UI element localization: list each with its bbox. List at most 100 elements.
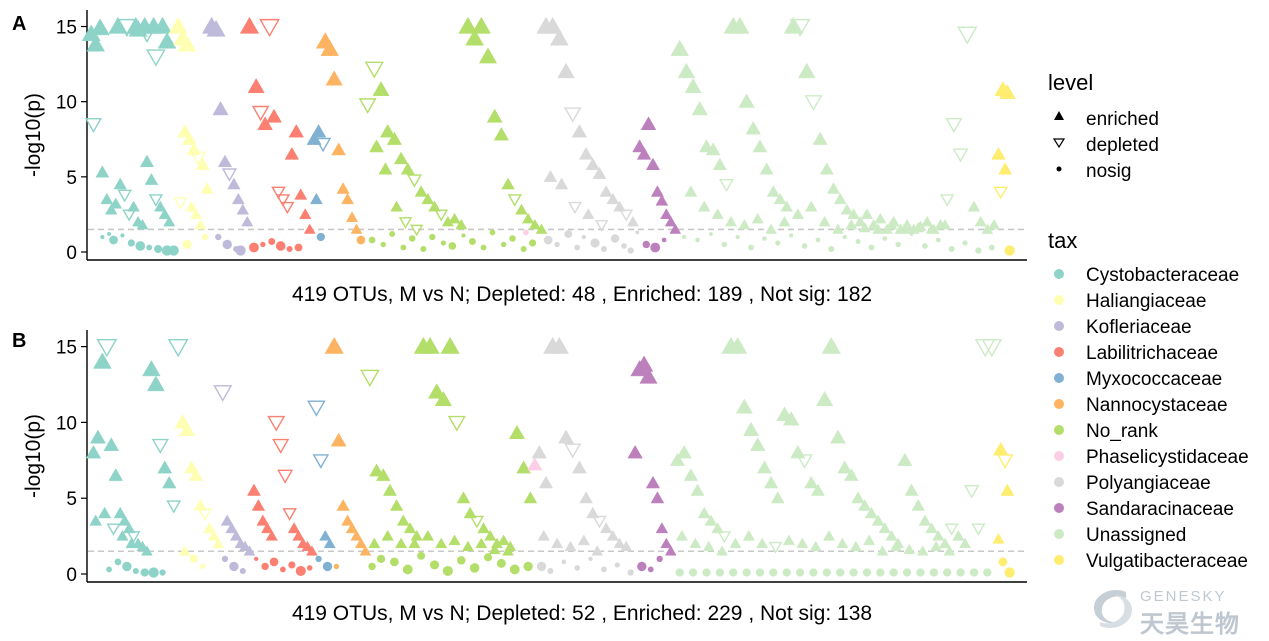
enriched-point bbox=[815, 390, 834, 407]
nosig-point bbox=[109, 235, 118, 245]
enriched-point bbox=[830, 429, 846, 444]
enriched-point bbox=[639, 367, 658, 384]
depleted-point bbox=[469, 515, 485, 529]
enriched-point bbox=[684, 78, 702, 93]
nosig-point bbox=[440, 240, 447, 246]
enriched-point bbox=[704, 514, 718, 526]
enriched-point bbox=[752, 139, 768, 153]
enriched-point bbox=[261, 522, 274, 534]
enriched-point bbox=[212, 537, 225, 549]
enriched-point bbox=[225, 522, 238, 534]
depleted-point bbox=[173, 197, 188, 210]
depleted-point bbox=[957, 26, 978, 45]
enriched-point bbox=[217, 154, 233, 168]
enriched-point bbox=[331, 142, 346, 156]
nosig-point bbox=[998, 557, 1008, 567]
legend-swatch bbox=[1054, 477, 1064, 487]
legend-tax-label: Cystobacteraceae bbox=[1086, 265, 1239, 286]
enriched-point bbox=[320, 39, 339, 56]
nosig-point bbox=[661, 237, 667, 243]
enriched-point bbox=[585, 157, 600, 171]
enriched-point bbox=[925, 522, 938, 534]
enriched-point bbox=[382, 483, 397, 496]
nosig-point bbox=[748, 244, 754, 251]
enriched-point bbox=[284, 146, 300, 160]
enriched-point bbox=[836, 537, 849, 549]
depleted-point bbox=[768, 541, 783, 554]
enriched-point bbox=[369, 139, 384, 153]
enriched-point bbox=[660, 537, 673, 549]
depleted-point bbox=[717, 531, 732, 544]
enriched-point bbox=[319, 529, 332, 541]
y-tick-label: 10 bbox=[56, 93, 77, 114]
nosig-point bbox=[922, 243, 928, 249]
points-b bbox=[85, 336, 1015, 578]
enriched-point bbox=[582, 208, 595, 219]
enriched-point bbox=[899, 223, 911, 234]
enriched-point bbox=[206, 19, 226, 37]
nosig-point bbox=[489, 229, 496, 236]
enriched-point bbox=[878, 522, 892, 534]
enriched-point bbox=[256, 514, 270, 526]
enriched-point bbox=[797, 62, 816, 79]
depleted-point bbox=[567, 201, 582, 215]
enriched-point bbox=[359, 545, 372, 556]
enriched-point bbox=[303, 223, 316, 234]
enriched-point bbox=[139, 154, 155, 168]
enriched-point bbox=[158, 208, 171, 219]
depleted-point bbox=[592, 515, 607, 529]
nosig-point bbox=[286, 245, 293, 253]
enriched-point bbox=[448, 534, 461, 546]
enriched-point bbox=[203, 522, 216, 534]
depleted-point bbox=[358, 98, 377, 114]
nosig-point bbox=[316, 232, 325, 242]
nosig-point bbox=[695, 237, 700, 243]
enriched-point bbox=[207, 529, 220, 541]
enriched-point bbox=[606, 529, 619, 541]
enriched-point bbox=[874, 212, 887, 224]
nosig-point bbox=[637, 561, 647, 572]
depleted-point bbox=[406, 174, 423, 188]
nosig-point bbox=[322, 561, 333, 572]
enriched-point bbox=[773, 192, 787, 205]
enriched-point bbox=[251, 499, 266, 511]
enriched-point bbox=[162, 475, 177, 489]
enriched-point bbox=[247, 78, 265, 93]
enriched-point bbox=[689, 537, 702, 549]
nosig-point bbox=[215, 233, 222, 241]
enriched-point bbox=[992, 532, 1005, 544]
enriched-point bbox=[220, 514, 234, 526]
enriched-point bbox=[428, 200, 441, 212]
depleted-point bbox=[221, 168, 238, 182]
enriched-point bbox=[871, 514, 885, 526]
nosig-point bbox=[122, 561, 132, 572]
enriched-point bbox=[195, 157, 210, 171]
enriched-point bbox=[127, 200, 140, 212]
depleted-point bbox=[151, 438, 169, 454]
enriched-point bbox=[897, 452, 913, 466]
nosig-point bbox=[239, 567, 246, 574]
enriched-point bbox=[780, 200, 793, 212]
nosig-point bbox=[983, 568, 992, 577]
y-tick-label: 5 bbox=[66, 489, 77, 510]
enriched-point bbox=[189, 208, 203, 219]
enriched-point bbox=[925, 223, 938, 234]
enriched-point bbox=[974, 215, 987, 227]
nosig-point bbox=[402, 564, 413, 575]
nosig-point bbox=[249, 242, 259, 253]
enriched-point bbox=[341, 192, 354, 205]
enriched-point bbox=[613, 200, 626, 212]
enriched-point bbox=[863, 534, 876, 546]
depleted-point bbox=[280, 201, 295, 215]
nosig-point bbox=[315, 555, 322, 562]
enriched-point bbox=[759, 162, 774, 175]
depleted-triangle-icon bbox=[1052, 138, 1066, 149]
nosig-point bbox=[782, 568, 791, 577]
nosig-point bbox=[127, 239, 135, 247]
enriched-point bbox=[804, 200, 818, 212]
nosig-point bbox=[842, 234, 847, 240]
enriched-point bbox=[486, 108, 503, 123]
depleted-point bbox=[272, 438, 290, 454]
enriched-point bbox=[89, 429, 106, 444]
nosig-point bbox=[135, 241, 146, 251]
